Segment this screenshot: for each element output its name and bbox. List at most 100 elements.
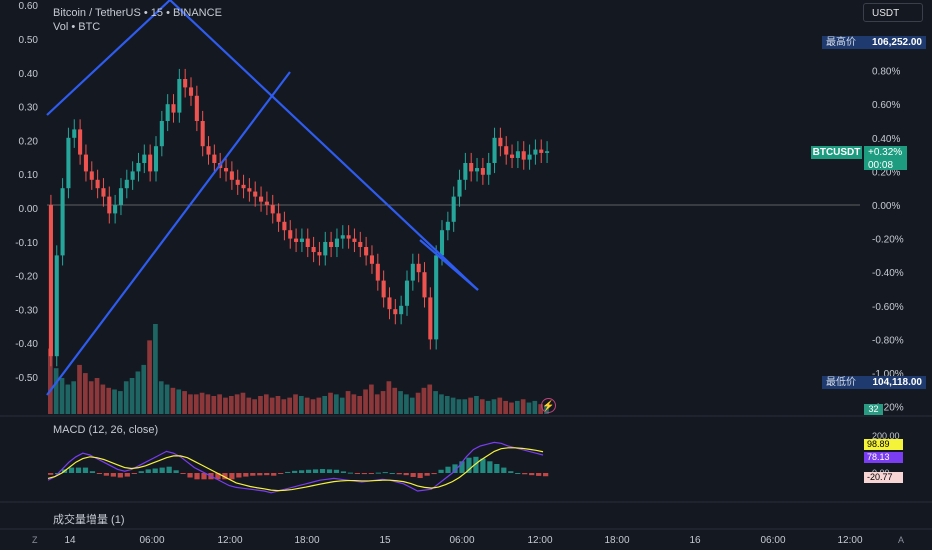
volume-bar <box>83 373 88 414</box>
candle-body <box>276 213 281 222</box>
candle-body <box>410 263 415 281</box>
volume-bar <box>479 399 485 414</box>
candle-body <box>270 205 275 214</box>
volume-bar <box>392 387 398 414</box>
candle-body <box>177 79 182 113</box>
macd-histogram-bar <box>68 467 75 473</box>
volume-bar <box>287 397 292 414</box>
right-axis-tick: 0.80% <box>872 67 900 78</box>
time-axis-label: 06:00 <box>139 535 164 546</box>
macd-histogram-bar <box>403 473 409 476</box>
volume-bar <box>374 394 380 414</box>
candle-body <box>183 79 188 88</box>
candle-body <box>474 168 480 172</box>
macd-histogram-bar <box>431 473 437 475</box>
candle-body <box>142 154 147 163</box>
currency-selector-button[interactable]: USDT <box>863 3 923 22</box>
right-axis-tick: 0.20% <box>872 167 900 178</box>
volume-legend[interactable]: Vol • BTC <box>53 21 101 33</box>
macd-histogram-bar <box>187 473 193 478</box>
macd-legend[interactable]: MACD (12, 26, close) <box>53 424 159 436</box>
right-axis-tick: -0.60% <box>872 302 904 313</box>
macd-histogram-bar <box>250 473 256 476</box>
trend-line <box>419 239 479 291</box>
volume-bar <box>135 371 141 414</box>
time-axis-label: 14 <box>64 535 76 546</box>
volume-bar <box>217 394 222 414</box>
candle-body <box>60 188 65 256</box>
auto-scale-button[interactable]: A <box>898 535 905 545</box>
left-axis-tick: -0.40 <box>15 339 38 350</box>
change-tag: +0.32% 00:08 <box>864 146 907 171</box>
candle-body <box>329 241 334 247</box>
macd-histogram-bar <box>194 473 200 480</box>
volume-bar <box>450 397 456 414</box>
volume-bar <box>100 384 106 414</box>
candle-body <box>101 188 106 197</box>
zoom-button[interactable]: Z <box>32 535 38 545</box>
volume-bar <box>339 397 345 414</box>
volume-bar <box>141 364 147 414</box>
candle-body <box>118 188 124 205</box>
macd-histogram-bar <box>333 469 340 473</box>
candle-body <box>54 255 59 357</box>
macd-histogram-bar <box>166 466 172 473</box>
candle-body <box>311 247 316 253</box>
macd-histogram-bar <box>201 473 207 480</box>
candle-body <box>498 137 503 147</box>
candle-body <box>83 154 88 172</box>
candle-body <box>404 280 410 306</box>
candle-body <box>545 151 550 153</box>
candle-body <box>229 171 234 180</box>
high-price-tag: 最高价 106,252.00 <box>822 36 926 49</box>
macd-histogram-bar <box>110 473 116 477</box>
candle-body <box>48 205 53 357</box>
volume-bar <box>193 394 199 414</box>
volume-bar <box>234 394 240 414</box>
macd-histogram-bar <box>319 469 326 473</box>
trend-line <box>46 71 291 396</box>
candle-body <box>253 191 258 197</box>
candle-body <box>393 309 398 315</box>
volume-bar <box>228 396 234 414</box>
macd-histogram-bar <box>354 473 361 474</box>
volume-bar <box>351 394 357 414</box>
macd-histogram-bar <box>89 471 96 473</box>
volume-bar <box>118 391 123 414</box>
volume-delta-legend[interactable]: 成交量增量 (1) <box>53 514 125 526</box>
volume-bar <box>153 324 158 414</box>
volume-bar <box>415 392 421 414</box>
volume-bar <box>53 368 59 414</box>
volume-bar <box>433 391 438 414</box>
volume-bar <box>281 399 287 414</box>
candle-body <box>492 137 497 163</box>
macd-histogram-bar <box>75 467 82 473</box>
candle-body <box>107 196 112 214</box>
candle-body <box>387 297 392 310</box>
volume-bar <box>240 392 246 414</box>
candle-body <box>486 163 491 175</box>
candle-body <box>153 146 159 172</box>
candle-body <box>346 235 351 239</box>
lightning-icon[interactable]: ⚡ <box>541 398 556 413</box>
candle-body <box>439 230 445 256</box>
candle-body <box>457 179 462 197</box>
symbol-price-tag: BTCUSDT <box>811 146 862 159</box>
right-axis-tick: 200.00 <box>872 431 900 441</box>
symbol-legend[interactable]: Bitcoin / TetherUS • 15 • BINANCE <box>53 7 222 19</box>
volume-bar <box>71 381 77 414</box>
candle-body <box>159 121 164 147</box>
volume-bar <box>94 378 100 414</box>
macd-histogram-bar <box>222 473 228 480</box>
candle-body <box>521 151 526 160</box>
time-axis-label: 12:00 <box>527 535 552 546</box>
volume-bar <box>427 384 433 414</box>
candle-body <box>194 95 199 121</box>
candle-body <box>399 305 404 315</box>
left-axis-tick: -0.30 <box>15 305 38 316</box>
time-axis-label: 12:00 <box>837 535 862 546</box>
volume-bar <box>158 381 164 414</box>
candle-body <box>264 201 269 205</box>
macd-histogram-bar <box>417 473 423 479</box>
